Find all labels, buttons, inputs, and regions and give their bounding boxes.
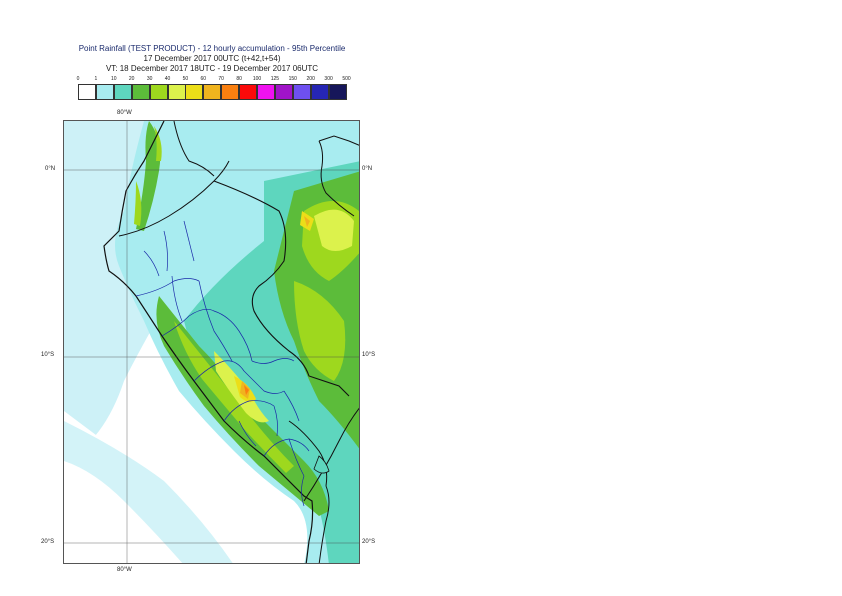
legend-swatch [185,84,204,100]
legend-swatch [257,84,275,100]
lat-label-20-left: 20°S [41,539,55,545]
legend-threshold: 300 [324,76,333,82]
lat-label-10-left: 10°S [41,352,55,358]
legend-swatch [167,84,186,100]
legend-threshold: 125 [270,76,280,82]
run-time: 17 December 2017 00UTC (t+42,t+54) [143,54,281,63]
legend-swatch [78,84,96,100]
lon-label-top: 80°W [117,110,132,116]
legend-threshold: 0 [76,76,80,82]
legend-threshold: 200 [306,76,315,82]
legend-threshold: 20 [128,76,135,82]
legend-threshold: 30 [146,76,153,82]
legend-swatch [131,84,150,100]
legend-threshold: 50 [182,76,189,82]
legend-threshold: 60 [200,76,207,82]
legend-swatch [239,84,258,100]
legend-threshold: 70 [218,76,224,82]
legend-swatch [113,84,132,100]
map-panel [63,120,360,564]
lon-label-bottom: 80°W [117,567,132,573]
legend-swatch [292,84,311,100]
rainfall-map [64,121,359,563]
legend-swatch [310,84,329,100]
lat-label-0-left: 0°N [45,166,56,172]
lat-label-20-right: 20°S [362,539,376,545]
lat-label-0-right: 0°N [362,166,373,172]
legend-swatch [328,84,347,100]
legend-threshold: 80 [236,76,242,82]
legend-threshold: 1 [94,76,98,82]
legend-threshold: 10 [111,76,117,82]
legend-swatch [221,84,240,100]
valid-time: VT: 18 December 2017 18UTC - 19 December… [105,64,319,73]
legend-swatch [95,84,114,100]
lat-label-10-right: 10°S [362,352,376,358]
legend-swatch [274,84,293,100]
legend-swatch [149,84,168,100]
legend-threshold: 100 [252,76,262,82]
legend-threshold: 150 [288,76,297,82]
chart-title: Point Rainfall (TEST PRODUCT) - 12 hourl… [78,44,346,53]
legend-threshold: 500 [342,76,351,82]
admin-borders [135,220,310,507]
graticule [64,121,359,563]
legend-swatch [203,84,222,100]
legend-threshold: 40 [164,76,171,82]
